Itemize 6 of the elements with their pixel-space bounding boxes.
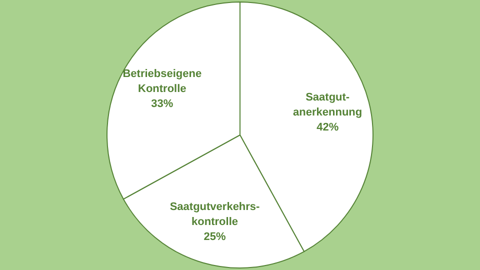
slice-label: Saatgut-anerkennung bbox=[293, 91, 362, 118]
slice-label: Betriebseigene Kontrolle bbox=[122, 68, 202, 95]
data-label: 25% bbox=[204, 230, 226, 243]
data-label: 42% bbox=[316, 121, 339, 134]
slice-label: Saatgutverkehrs-kontrolle bbox=[170, 200, 260, 228]
data-label: 33% bbox=[151, 98, 174, 110]
